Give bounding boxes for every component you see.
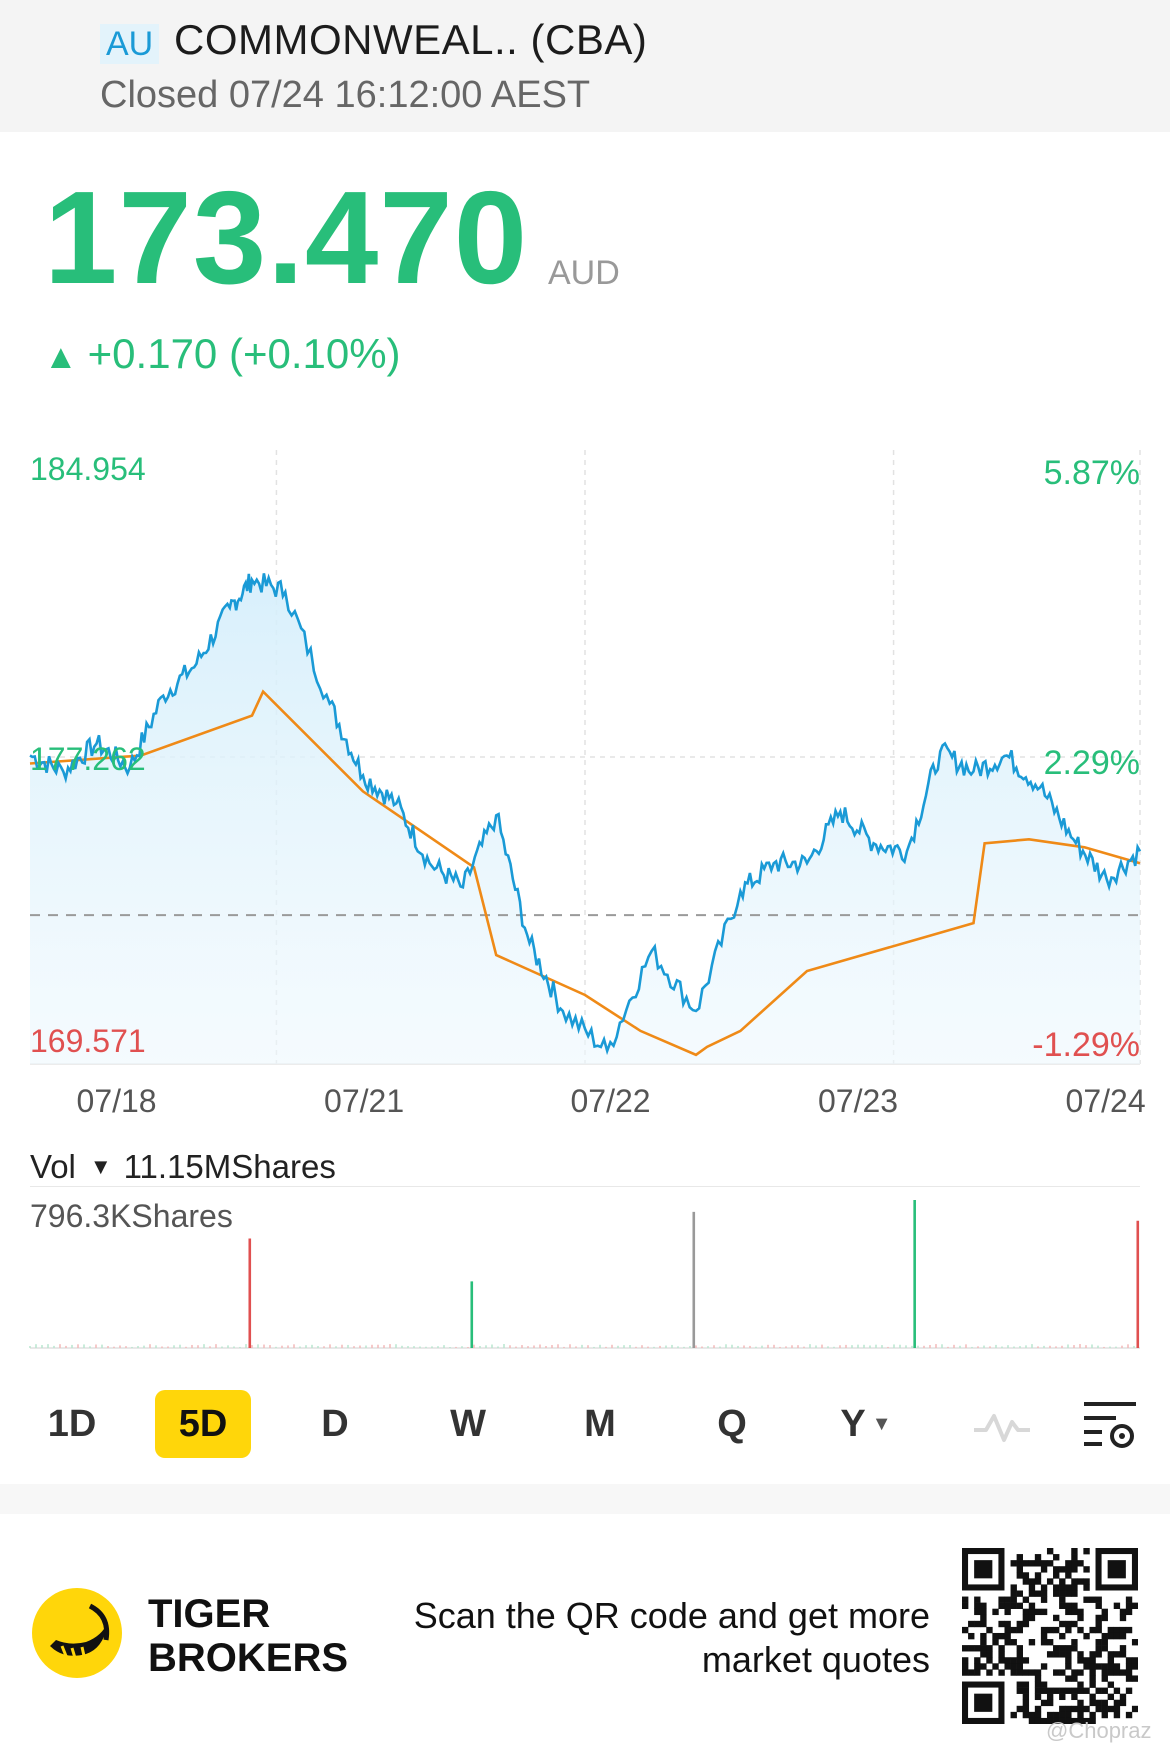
period-y-label: Y <box>840 1403 866 1445</box>
market-status: Closed 07/24 16:12:00 AEST <box>100 74 591 116</box>
currency-label: AUD <box>548 254 620 292</box>
x-axis-label-0: 07/18 <box>77 1083 157 1119</box>
caret-down-icon: ▼ <box>871 1413 892 1435</box>
brand-line-1: TIGER <box>148 1592 271 1636</box>
stock-title[interactable]: COMMONWEAL.. (CBA) <box>174 16 648 63</box>
volume-total: 11.15MShares <box>123 1148 336 1185</box>
scan-prompt: Scan the QR code and get more market quo… <box>370 1594 930 1682</box>
axis-labels: 184.954 177.262 169.571 5.87% 2.29% -1.29% 07/… <box>30 451 1146 1119</box>
price-change: ▲ +0.170 (+0.10%) <box>44 330 401 378</box>
last-price: 173.470 <box>44 164 529 311</box>
price-line <box>29 573 1142 1056</box>
up-arrow-icon: ▲ <box>44 338 78 376</box>
scan-line-1: Scan the QR code and get more <box>413 1595 930 1636</box>
period-5d[interactable]: 5D <box>155 1390 251 1458</box>
chart-settings-icon[interactable] <box>1080 1396 1140 1452</box>
x-axis-label-2: 07/22 <box>570 1083 650 1119</box>
right-axis-label-1: 2.29% <box>1044 744 1140 782</box>
left-axis-label-1: 177.262 <box>30 741 146 777</box>
scan-line-2: market quotes <box>701 1639 930 1680</box>
left-axis-label-2: 169.571 <box>30 1023 146 1059</box>
period-selector: 1D 5D D W M Q Y ▼ <box>0 1384 1170 1472</box>
period-y[interactable]: Y ▼ <box>818 1390 914 1458</box>
quote-header: AU COMMONWEAL.. (CBA) Closed 07/24 16:12… <box>0 0 1170 132</box>
price-area-fill <box>30 573 1140 1064</box>
volume-chart <box>29 1200 1140 1349</box>
x-axis-label-3: 07/23 <box>818 1083 898 1119</box>
volume-header[interactable]: Vol ▼ 11.15MShares <box>30 1148 336 1186</box>
period-q[interactable]: Q <box>717 1403 747 1445</box>
x-axis-label-1: 07/21 <box>324 1083 404 1119</box>
average-price-line <box>29 689 1141 1057</box>
period-w[interactable]: W <box>450 1403 486 1445</box>
volume-divider <box>30 1186 1140 1187</box>
right-axis-label-2: -1.29% <box>1032 1026 1140 1064</box>
price-change-value: +0.170 (+0.10%) <box>87 330 401 377</box>
brand-line-2: BROKERS <box>148 1636 349 1680</box>
indicator-wave-icon[interactable] <box>972 1396 1032 1452</box>
brand-name: TIGER BROKERS <box>148 1592 348 1680</box>
x-axis-label-4: 07/24 <box>1066 1083 1146 1119</box>
price-chart[interactable]: 184.954 177.262 169.571 5.87% 2.29% -1.29% 07/… <box>0 440 1170 1120</box>
caret-down-icon[interactable]: ▼ <box>89 1154 112 1179</box>
watermark: @Chopraz <box>1046 1718 1152 1743</box>
period-m[interactable]: M <box>584 1403 616 1445</box>
market-badge: AU <box>100 24 160 64</box>
tiger-logo-icon <box>32 1588 122 1678</box>
qr-code-icon[interactable] <box>962 1548 1138 1724</box>
volume-max-label: 796.3KShares <box>30 1198 233 1234</box>
right-axis-label-0: 5.87% <box>1044 454 1140 492</box>
period-d[interactable]: D <box>321 1403 349 1445</box>
volume-label: Vol <box>30 1148 76 1185</box>
footer-separator <box>0 1484 1170 1514</box>
left-axis-label-0: 184.954 <box>30 451 146 487</box>
period-1d[interactable]: 1D <box>47 1403 97 1445</box>
